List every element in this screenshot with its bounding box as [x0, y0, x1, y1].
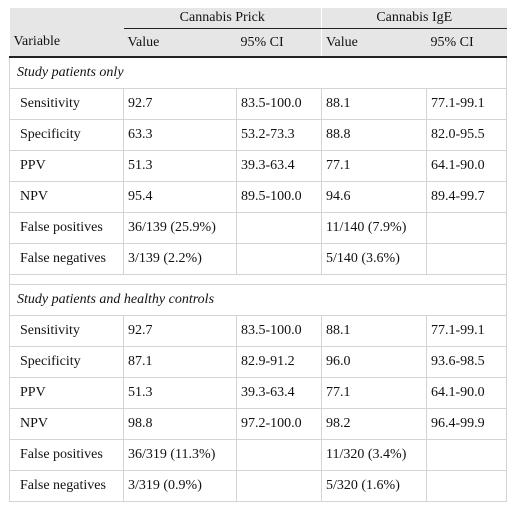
table-row: Specificity 87.1 82.9-91.2 96.0 93.6-98.5 — [9, 346, 508, 378]
ige-value: 11/140 (7.9%) — [321, 212, 427, 244]
ige-ci — [425, 243, 508, 275]
row-label: Sensitivity — [9, 88, 124, 120]
ige-value: 88.1 — [321, 88, 427, 120]
ige-value: 77.1 — [321, 150, 427, 182]
table-row: False positives 36/319 (11.3%) 11/320 (3.4… — [9, 439, 508, 471]
table-row: PPV 51.3 39.3-63.4 77.1 64.1-90.0 — [9, 377, 508, 409]
section-title-row: Study patients only — [8, 56, 508, 89]
section-title: Study patients and healthy controls — [8, 284, 508, 316]
ige-ci — [425, 439, 508, 471]
group-header-cannabis-prick: Cannabis Prick — [123, 8, 322, 29]
prick-ci: 39.3-63.4 — [236, 377, 322, 409]
prick-value: 36/319 (11.3%) — [123, 439, 237, 471]
prick-ci: 82.9-91.2 — [236, 346, 322, 378]
prick-ci: 97.2-100.0 — [236, 408, 322, 440]
prick-ci — [236, 439, 322, 471]
table-body: Study patients only Sensitivity 92.7 83.5-… — [8, 56, 508, 502]
column-header-variable: Variable — [9, 28, 124, 58]
ige-value: 88.8 — [321, 119, 427, 151]
column-header-prick-value: Value — [123, 28, 237, 58]
prick-value: 3/139 (2.2%) — [123, 243, 237, 275]
row-label: False positives — [9, 212, 124, 244]
ige-value: 88.1 — [321, 315, 427, 347]
spacer-row — [8, 274, 508, 285]
prick-ci — [236, 470, 322, 502]
prick-value: 51.3 — [123, 150, 237, 182]
column-header-row: Variable Value 95% CI Value 95% CI — [9, 28, 507, 58]
prick-ci: 53.2-73.3 — [236, 119, 322, 151]
prick-ci: 39.3-63.4 — [236, 150, 322, 182]
group-header-row: Cannabis Prick Cannabis IgE — [9, 8, 507, 29]
table-row: False negatives 3/319 (0.9%) 5/320 (1.6%) — [9, 470, 508, 502]
ige-ci: 82.0-95.5 — [425, 119, 508, 151]
prick-ci — [236, 243, 322, 275]
column-header-ige-value: Value — [321, 28, 427, 58]
prick-ci: 83.5-100.0 — [236, 315, 322, 347]
row-label: Specificity — [9, 346, 124, 378]
group-header-empty — [9, 8, 124, 29]
prick-value: 51.3 — [123, 377, 237, 409]
ige-value: 5/140 (3.6%) — [321, 243, 427, 275]
table-row: NPV 98.8 97.2-100.0 98.2 96.4-99.9 — [9, 408, 508, 440]
table-row: False positives 36/139 (25.9%) 11/140 (7.9… — [9, 212, 508, 244]
row-label: PPV — [9, 150, 124, 182]
group-header-cannabis-ige: Cannabis IgE — [320, 8, 507, 29]
row-label: False negatives — [9, 243, 124, 275]
prick-value: 98.8 — [123, 408, 237, 440]
prick-value: 92.7 — [123, 88, 237, 120]
ige-ci: 96.4-99.9 — [425, 408, 508, 440]
ige-value: 5/320 (1.6%) — [321, 470, 427, 502]
prick-value: 92.7 — [123, 315, 237, 347]
ige-value: 11/320 (3.4%) — [321, 439, 427, 471]
table-row: PPV 51.3 39.3-63.4 77.1 64.1-90.0 — [9, 150, 508, 182]
section-title: Study patients only — [8, 56, 508, 89]
ige-ci — [425, 212, 508, 244]
column-header-ige-ci: 95% CI — [426, 28, 507, 58]
section-title-row: Study patients and healthy controls — [8, 284, 508, 316]
spacer-cell — [8, 274, 508, 285]
prick-value: 36/139 (25.9%) — [123, 212, 237, 244]
prick-value: 95.4 — [123, 181, 237, 213]
table-row: Sensitivity 92.7 83.5-100.0 88.1 77.1-99.1 — [9, 315, 508, 347]
ige-ci: 77.1-99.1 — [425, 315, 508, 347]
ige-ci: 89.4-99.7 — [425, 181, 508, 213]
ige-ci: 93.6-98.5 — [425, 346, 508, 378]
ige-value: 98.2 — [321, 408, 427, 440]
table-row: Sensitivity 92.7 83.5-100.0 88.1 77.1-99.1 — [9, 88, 508, 120]
prick-value: 3/319 (0.9%) — [123, 470, 237, 502]
table-row: NPV 95.4 89.5-100.0 94.6 89.4-99.7 — [9, 181, 508, 213]
ige-ci — [425, 470, 508, 502]
row-label: False positives — [9, 439, 124, 471]
row-label: NPV — [9, 408, 124, 440]
ige-value: 96.0 — [321, 346, 427, 378]
row-label: False negatives — [9, 470, 124, 502]
ige-value: 77.1 — [321, 377, 427, 409]
row-label: Sensitivity — [9, 315, 124, 347]
row-label: Specificity — [9, 119, 124, 151]
ige-ci: 64.1-90.0 — [425, 150, 508, 182]
prick-ci: 83.5-100.0 — [236, 88, 322, 120]
ige-ci: 77.1-99.1 — [425, 88, 508, 120]
prick-ci: 89.5-100.0 — [236, 181, 322, 213]
ige-value: 94.6 — [321, 181, 427, 213]
row-label: NPV — [9, 181, 124, 213]
prick-value: 63.3 — [123, 119, 237, 151]
ige-ci: 64.1-90.0 — [425, 377, 508, 409]
table-row: False negatives 3/139 (2.2%) 5/140 (3.6%) — [9, 243, 508, 275]
diagnostic-accuracy-table: Cannabis Prick Cannabis IgE Variable Val… — [8, 8, 508, 502]
column-header-prick-ci: 95% CI — [236, 28, 322, 58]
prick-ci — [236, 212, 322, 244]
results-table-container: Cannabis Prick Cannabis IgE Variable Val… — [8, 8, 508, 502]
table-row: Specificity 63.3 53.2-73.3 88.8 82.0-95.5 — [9, 119, 508, 151]
row-label: PPV — [9, 377, 124, 409]
prick-value: 87.1 — [123, 346, 237, 378]
